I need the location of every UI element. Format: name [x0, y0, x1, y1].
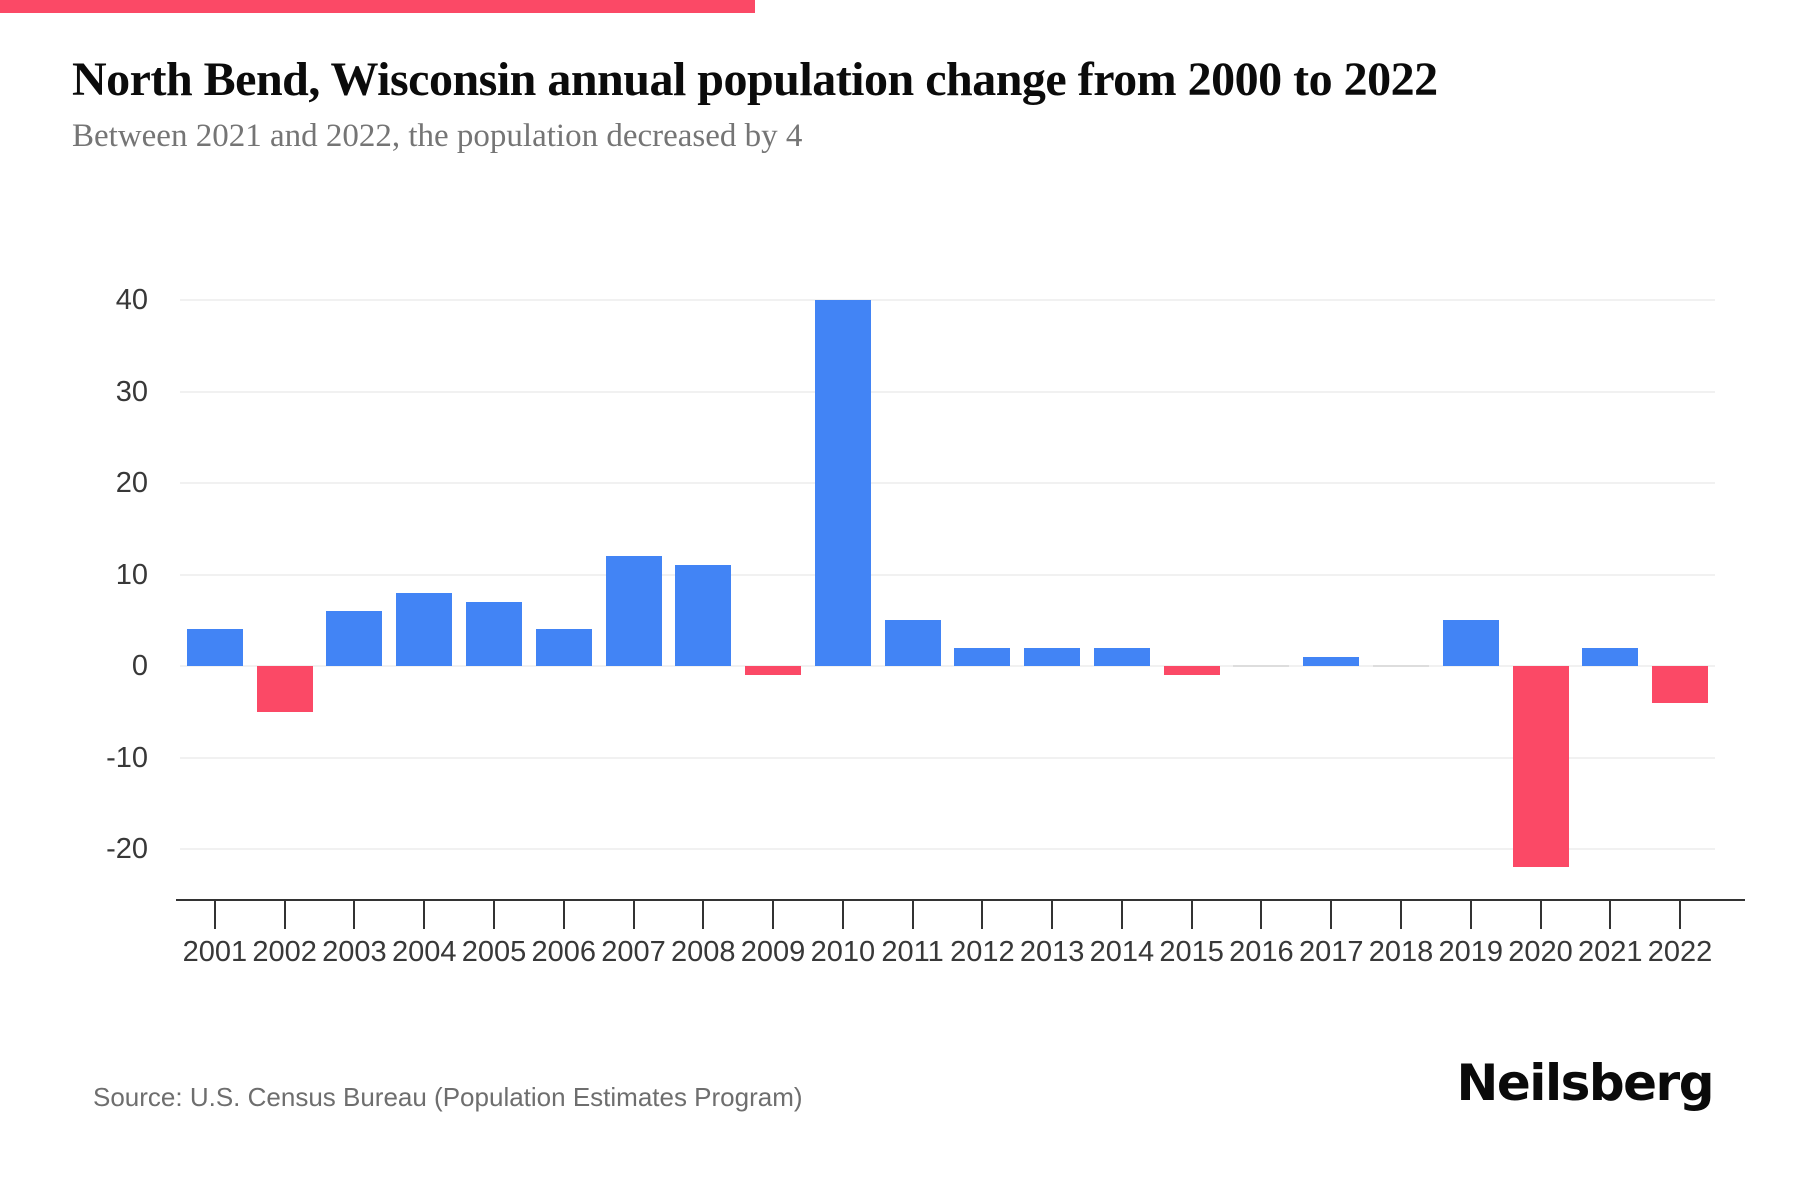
gridline-30 [180, 390, 1715, 393]
bar-2001 [186, 629, 243, 666]
chart-title: North Bend, Wisconsin annual population … [72, 53, 1438, 106]
gridline--20 [180, 848, 1715, 850]
x-tick-label-2008: 2008 [671, 936, 736, 968]
x-tick-2002 [283, 901, 286, 929]
x-tick-2012 [981, 901, 984, 929]
x-tick-label-2001: 2001 [182, 936, 248, 968]
x-tick-label-2016: 2016 [1229, 936, 1294, 968]
x-tick-2009 [772, 901, 775, 929]
x-tick-2013 [1051, 901, 1054, 929]
top-accent-bar [0, 0, 755, 13]
bar-2008 [675, 565, 732, 666]
x-tick-label-2012: 2012 [950, 936, 1015, 968]
x-axis-line [176, 899, 1745, 901]
x-tick-2011 [911, 901, 914, 929]
x-tick-label-2013: 2013 [1019, 936, 1085, 968]
x-tick-2003 [353, 901, 356, 929]
y-tick-label--10: -10 [106, 741, 148, 774]
source-caption: Source: U.S. Census Bureau (Population E… [93, 1082, 803, 1112]
x-tick-2006 [562, 901, 565, 929]
gridline-10 [180, 573, 1715, 576]
x-tick-label-2004: 2004 [391, 936, 457, 968]
x-tick-2005 [492, 901, 495, 929]
x-tick-label-2018: 2018 [1368, 936, 1434, 968]
x-tick-label-2015: 2015 [1159, 936, 1224, 968]
bar-2004 [396, 592, 453, 666]
y-tick-label--20: -20 [106, 833, 148, 865]
x-tick-2014 [1120, 901, 1123, 929]
x-tick-label-2014: 2014 [1089, 936, 1155, 968]
bar-2005 [465, 601, 522, 666]
x-tick-2020 [1539, 901, 1542, 929]
bar-2020 [1512, 666, 1569, 868]
bar-2012 [954, 647, 1011, 666]
x-tick-label-2021: 2021 [1578, 936, 1643, 968]
bar-2002 [256, 666, 313, 712]
bar-2017 [1303, 656, 1360, 666]
bar-chart-plot-area: 2001 2002 2003 2004 2005 2006 2007 2008 2009 2010… [176, 260, 1745, 968]
x-tick-label-2007: 2007 [601, 936, 666, 968]
x-tick-2010 [841, 901, 844, 929]
bar-2022 [1652, 666, 1709, 703]
x-tick-label-2017: 2017 [1298, 936, 1364, 968]
bar-2016 [1233, 665, 1290, 667]
y-tick-label-40: 40 [115, 284, 148, 316]
gridline--10 [180, 756, 1715, 759]
x-tick-2018 [1399, 901, 1402, 929]
bar-2007 [605, 556, 662, 666]
bar-2018 [1372, 665, 1429, 667]
y-tick-label-10: 10 [115, 558, 148, 591]
bar-2010 [814, 300, 871, 666]
bar-2006 [535, 629, 592, 666]
brand-logo: Neilsberg [1456, 1054, 1715, 1112]
x-tick-2021 [1609, 901, 1612, 929]
y-tick-label-0: 0 [131, 650, 148, 682]
bar-2011 [884, 620, 941, 666]
x-tick-2022 [1679, 901, 1682, 929]
bar-2021 [1582, 647, 1639, 666]
x-tick-2016 [1260, 901, 1263, 929]
bar-2019 [1442, 620, 1499, 666]
x-tick-label-2019: 2019 [1438, 936, 1503, 968]
bar-2013 [1024, 647, 1081, 666]
gridline-40 [180, 299, 1715, 301]
chart-subtitle: Between 2021 and 2022, the population de… [72, 118, 803, 154]
x-tick-label-2009: 2009 [740, 936, 806, 968]
x-tick-label-2002: 2002 [252, 936, 317, 968]
gridline-0 [180, 665, 1715, 667]
bar-2014 [1093, 647, 1150, 666]
x-tick-2001 [213, 901, 216, 929]
x-tick-2007 [632, 901, 635, 929]
x-tick-2015 [1190, 901, 1193, 929]
x-tick-2008 [702, 901, 705, 929]
y-axis-labels: 40 30 20 10 0 -10 -20 [0, 260, 148, 900]
gridline-20 [180, 482, 1715, 484]
x-tick-label-2003: 2003 [322, 936, 387, 968]
y-tick-label-20: 20 [115, 467, 148, 499]
x-tick-label-2022: 2022 [1647, 936, 1713, 968]
x-tick-label-2005: 2005 [461, 936, 527, 968]
x-tick-2004 [423, 901, 426, 929]
x-tick-2017 [1330, 901, 1333, 929]
y-tick-label-30: 30 [115, 375, 148, 408]
x-tick-2019 [1469, 901, 1472, 929]
bar-2009 [745, 666, 802, 676]
x-tick-label-2010: 2010 [810, 936, 876, 968]
x-tick-label-2011: 2011 [881, 936, 944, 968]
bar-2015 [1163, 666, 1220, 676]
bar-2003 [326, 611, 383, 666]
x-tick-label-2006: 2006 [531, 936, 596, 968]
x-tick-label-2020: 2020 [1508, 936, 1573, 968]
